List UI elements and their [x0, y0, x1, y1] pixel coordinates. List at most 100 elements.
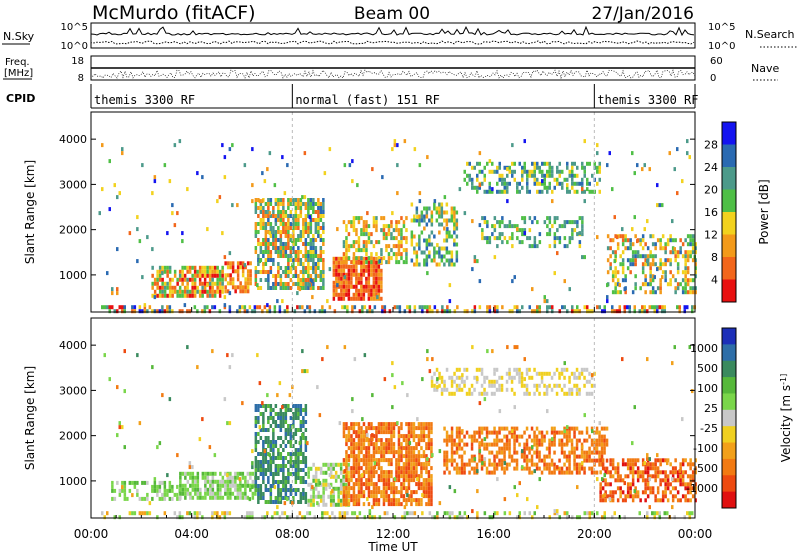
data-cell — [171, 309, 174, 314]
data-cell — [143, 511, 147, 516]
data-cell — [398, 449, 402, 454]
data-cell — [262, 448, 265, 452]
data-cell — [659, 458, 662, 463]
data-cell — [375, 438, 378, 443]
data-cell — [262, 496, 265, 500]
data-cell — [428, 238, 431, 243]
data-cell — [355, 458, 358, 463]
data-cell — [443, 379, 446, 384]
data-cell — [501, 220, 504, 225]
data-cell — [503, 466, 506, 471]
data-cell — [340, 256, 343, 261]
data-cell — [355, 276, 358, 281]
data-cell — [158, 273, 162, 278]
data-cell — [262, 444, 265, 448]
data-cell — [425, 486, 428, 491]
data-cell — [355, 482, 358, 487]
data-cell — [580, 466, 584, 471]
data-cell — [228, 421, 232, 426]
data-cell — [259, 492, 263, 496]
data-cell — [513, 169, 516, 174]
data-cell — [430, 214, 434, 219]
data-cell — [380, 256, 383, 261]
data-cell — [282, 424, 285, 428]
data-cell — [511, 236, 514, 241]
data-cell — [463, 211, 467, 216]
data-cell — [372, 502, 376, 507]
data-cell — [450, 391, 454, 396]
data-cell — [450, 206, 454, 211]
data-cell — [239, 479, 242, 484]
data-cell — [450, 462, 454, 467]
data-cell — [257, 230, 260, 234]
data-cell — [355, 268, 358, 273]
data-cell — [623, 287, 626, 292]
data-cell — [458, 387, 461, 392]
data-cell — [309, 198, 313, 202]
data-cell — [254, 456, 258, 460]
data-cell — [689, 250, 692, 255]
data-cell — [403, 511, 407, 516]
data-cell — [365, 430, 368, 435]
data-cell — [294, 198, 298, 202]
data-cell — [266, 303, 269, 308]
data-cell — [328, 147, 332, 152]
data-cell — [357, 458, 361, 463]
data-cell — [163, 163, 167, 168]
data-cell — [443, 511, 447, 516]
data-cell — [328, 267, 332, 272]
data-cell — [329, 462, 333, 467]
data-cell — [548, 165, 551, 170]
data-cell — [296, 305, 299, 310]
data-cell — [390, 490, 393, 495]
data-cell — [418, 163, 422, 168]
data-cell — [168, 289, 172, 294]
data-cell — [333, 309, 337, 314]
data-cell — [651, 305, 654, 310]
data-cell — [538, 165, 541, 170]
data-cell — [633, 405, 636, 410]
data-cell — [153, 179, 157, 184]
data-cell — [430, 482, 433, 487]
data-cell — [520, 434, 524, 439]
data-cell — [221, 277, 224, 282]
data-cell — [267, 420, 270, 424]
data-cell — [486, 305, 489, 310]
data-cell — [490, 470, 494, 475]
data-cell — [674, 286, 677, 291]
data-cell — [606, 258, 610, 263]
data-cell — [307, 258, 310, 262]
data-cell — [679, 466, 682, 471]
data-cell — [346, 511, 349, 516]
data-cell — [566, 511, 569, 516]
data-cell — [272, 234, 275, 238]
data-cell — [128, 511, 132, 516]
data-cell — [533, 462, 536, 467]
data-cell — [415, 426, 418, 431]
data-cell — [476, 161, 479, 166]
data-cell — [433, 199, 437, 204]
data-cell — [420, 230, 424, 235]
data-cell — [302, 436, 305, 440]
data-cell — [671, 246, 675, 251]
data-cell — [405, 240, 408, 245]
data-cell — [415, 454, 418, 459]
data-cell — [138, 309, 142, 314]
data-cell — [570, 387, 574, 392]
data-cell — [580, 430, 584, 435]
data-cell — [211, 483, 215, 488]
data-cell — [321, 357, 324, 362]
data-cell — [335, 288, 338, 293]
data-cell — [372, 224, 376, 229]
data-cell — [463, 169, 466, 174]
data-cell — [161, 289, 164, 294]
data-cell — [651, 474, 655, 479]
data-cell — [407, 486, 411, 491]
data-cell — [450, 234, 454, 239]
data-cell — [629, 494, 632, 499]
data-cell — [506, 189, 509, 194]
data-cell — [357, 462, 361, 467]
data-cell — [375, 280, 378, 285]
data-cell — [518, 228, 522, 233]
data-cell — [156, 492, 159, 497]
